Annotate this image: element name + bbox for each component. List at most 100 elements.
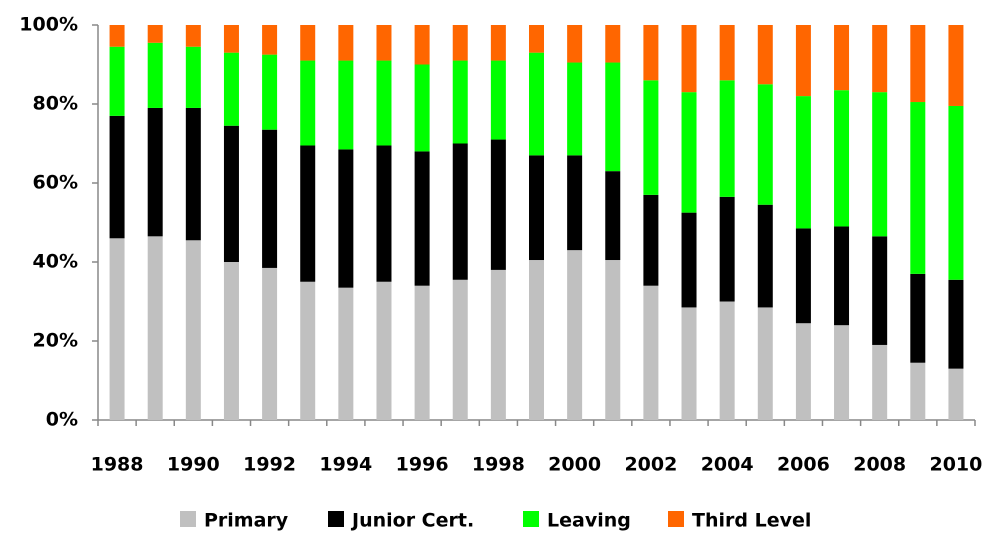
bar-segment — [414, 64, 430, 152]
bar-segment — [834, 90, 850, 227]
bar-segment — [376, 281, 392, 420]
bar-segment — [452, 60, 468, 144]
bar-segment — [605, 62, 621, 172]
bar-segment — [605, 171, 621, 261]
bar-segment — [262, 129, 278, 268]
bar-segment — [834, 325, 850, 420]
bar-segment — [262, 25, 278, 55]
bar-segment — [567, 25, 583, 63]
y-tick-label: 80% — [33, 93, 78, 115]
bar-segment — [757, 204, 773, 308]
x-tick-label: 2006 — [777, 454, 830, 476]
y-tick-label: 60% — [33, 172, 78, 194]
bar-segment — [719, 196, 735, 302]
bar-segment — [681, 25, 697, 93]
bar-segment — [338, 25, 354, 61]
bar-segment — [757, 25, 773, 85]
bar-segment — [414, 285, 430, 420]
bar-segment — [300, 25, 316, 61]
bar-segment — [910, 273, 926, 363]
bar-segment — [414, 151, 430, 286]
bar-segment — [795, 323, 811, 420]
bar-segment — [948, 368, 964, 420]
bar-segment — [490, 60, 506, 140]
bar-segment — [185, 25, 201, 47]
y-tick-label: 100% — [19, 14, 78, 36]
bar-segment — [452, 279, 468, 420]
legend-swatch — [180, 511, 196, 527]
bar-segment — [223, 25, 239, 53]
legend-label: Primary — [204, 510, 289, 532]
bar-segment — [529, 260, 544, 420]
x-tick-label: 2000 — [548, 454, 601, 476]
y-tick-label: 20% — [33, 330, 78, 352]
bar-segment — [262, 54, 278, 130]
bar-segment — [376, 145, 392, 282]
legend-swatch — [668, 511, 684, 527]
bar-segment — [338, 149, 354, 288]
legend-label: Third Level — [692, 510, 811, 532]
bar-segment — [529, 52, 544, 156]
bar-segment — [414, 25, 430, 65]
bar-segment — [300, 281, 316, 420]
bar-segment — [109, 238, 125, 420]
bar-segment — [262, 267, 278, 420]
bar-segment — [605, 25, 621, 63]
legend-label: Leaving — [547, 510, 631, 532]
x-tick-label: 1998 — [472, 454, 525, 476]
bar-segment — [490, 25, 506, 61]
x-tick-label: 2010 — [929, 454, 982, 476]
bar-segment — [147, 107, 163, 237]
bar-segment — [719, 301, 735, 420]
bar-segment — [872, 92, 888, 237]
bar-segment — [757, 307, 773, 420]
bar-segment — [795, 228, 811, 324]
bar-segment — [567, 250, 583, 420]
bar-segment — [872, 236, 888, 345]
x-tick-label: 2002 — [624, 454, 677, 476]
bar-segment — [185, 46, 201, 108]
bar-segment — [147, 25, 163, 43]
bar-segment — [300, 60, 316, 146]
y-tick-label: 40% — [33, 251, 78, 273]
bar-segment — [529, 155, 544, 261]
bar-segment — [185, 107, 201, 241]
bar-segment — [643, 285, 659, 420]
bar-segment — [834, 226, 850, 326]
bar-segment — [795, 96, 811, 229]
bar-segment — [376, 25, 392, 61]
bar-segment — [948, 279, 964, 369]
bar-segment — [795, 25, 811, 97]
bar-segment — [185, 240, 201, 420]
x-tick-label: 1990 — [167, 454, 220, 476]
bar-segment — [490, 269, 506, 420]
bar-segment — [681, 92, 697, 213]
bar-segment — [719, 25, 735, 81]
bar-segment — [109, 46, 125, 116]
bar-segment — [452, 143, 468, 280]
x-tick-label: 2004 — [701, 454, 754, 476]
bar-segment — [223, 52, 239, 126]
bar-segment — [147, 42, 163, 108]
bar-segment — [567, 155, 583, 251]
legend-swatch — [328, 511, 344, 527]
bar-segment — [338, 60, 354, 150]
bar-segment — [681, 307, 697, 420]
x-tick-label: 1996 — [396, 454, 449, 476]
bar-segment — [109, 115, 125, 239]
legend-swatch — [523, 511, 539, 527]
x-tick-label: 2008 — [853, 454, 906, 476]
bar-segment — [147, 236, 163, 420]
bar-segment — [719, 80, 735, 197]
bar-segment — [948, 105, 964, 280]
bar-segment — [223, 125, 239, 262]
bar-segment — [452, 25, 468, 61]
bar-segment — [109, 25, 125, 47]
bar-segment — [605, 260, 621, 420]
bar-segment — [757, 84, 773, 205]
bar-segment — [529, 25, 544, 53]
bar-segment — [376, 60, 392, 146]
x-tick-label: 1994 — [319, 454, 372, 476]
bar-segment — [948, 25, 964, 106]
